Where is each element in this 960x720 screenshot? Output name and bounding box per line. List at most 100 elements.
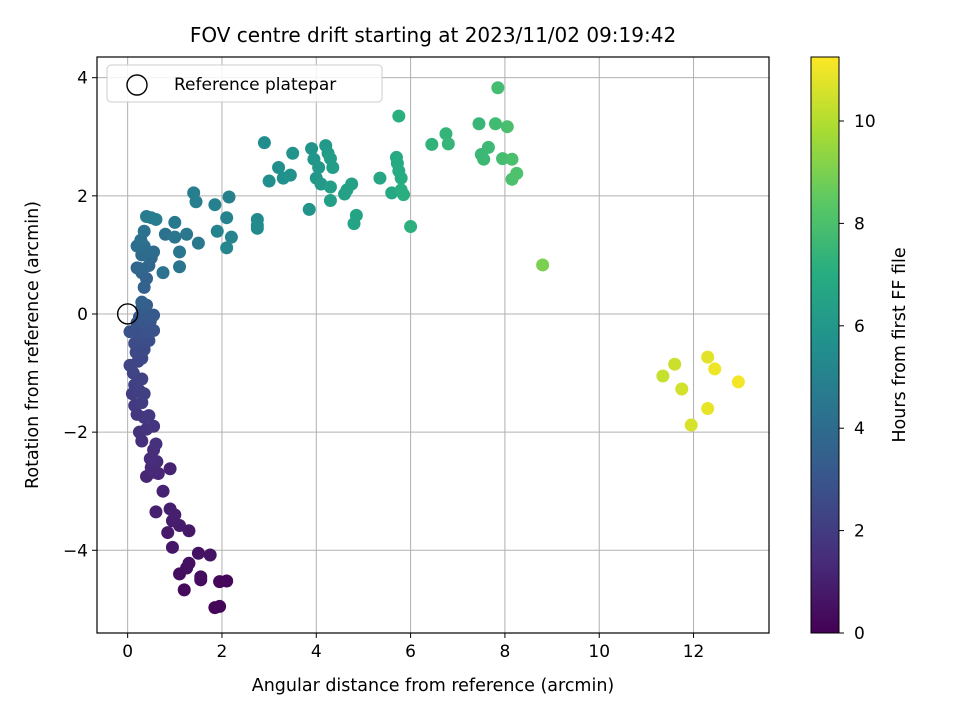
data-point <box>208 198 222 212</box>
data-point <box>439 127 453 141</box>
data-point <box>505 152 519 166</box>
data-point <box>142 409 156 423</box>
data-point <box>488 117 502 131</box>
data-point <box>173 260 187 274</box>
data-point <box>250 221 264 235</box>
data-points <box>123 81 745 615</box>
colorbar-tick-label: 10 <box>854 112 876 132</box>
x-tick-label: 0 <box>122 642 133 662</box>
data-point <box>149 505 163 519</box>
data-point <box>147 419 161 433</box>
data-point <box>286 146 300 160</box>
data-point <box>262 174 276 188</box>
data-point <box>708 362 722 376</box>
data-point <box>222 190 236 204</box>
colorbar-tick-label: 2 <box>854 522 865 542</box>
data-point <box>173 245 187 259</box>
x-axis-ticks: 0 2 4 6 8 10 12 <box>122 633 704 662</box>
data-point <box>161 526 175 540</box>
data-point <box>345 177 359 191</box>
y-axis-label: Rotation from reference (arcmin) <box>23 201 43 489</box>
y-tick-label: 2 <box>77 187 88 207</box>
legend-box <box>106 64 383 103</box>
data-point <box>477 152 491 166</box>
data-point <box>177 583 191 597</box>
legend-reference-marker <box>126 74 148 96</box>
colorbar-tick-label: 0 <box>854 624 865 644</box>
data-point <box>668 357 682 371</box>
x-tick-label: 12 <box>683 642 705 662</box>
colorbar-ticks: 0 2 4 6 8 10 <box>839 112 876 644</box>
data-point <box>163 462 177 476</box>
data-point <box>191 236 205 250</box>
data-point <box>165 540 179 554</box>
data-point <box>149 212 163 226</box>
data-point <box>224 230 238 244</box>
data-point <box>147 245 161 259</box>
data-point <box>441 137 455 151</box>
colorbar-tick-label: 8 <box>854 214 865 234</box>
data-point <box>156 266 170 280</box>
data-point <box>272 160 286 174</box>
data-point <box>397 188 411 202</box>
data-point <box>123 325 137 339</box>
x-axis-label: Angular distance from reference (arcmin) <box>252 676 615 696</box>
data-point <box>392 109 406 123</box>
legend-label-reference: Reference platepar <box>174 75 336 95</box>
data-point <box>491 81 505 95</box>
data-point <box>137 224 151 238</box>
data-point <box>373 171 387 185</box>
data-point <box>312 160 326 174</box>
data-point <box>180 227 194 241</box>
y-axis-ticks: −4 −2 0 2 4 <box>63 69 97 561</box>
y-tick-label: −2 <box>63 423 88 443</box>
x-tick-label: 6 <box>405 642 416 662</box>
data-point <box>283 168 297 182</box>
y-tick-label: 4 <box>77 69 88 89</box>
chart-title: FOV centre drift starting at 2023/11/02 … <box>190 23 676 47</box>
colorbar <box>810 56 840 634</box>
data-point <box>168 230 182 244</box>
data-point <box>394 171 408 185</box>
data-point <box>156 484 170 498</box>
data-point <box>220 574 234 588</box>
data-point <box>349 208 363 222</box>
data-point <box>220 211 234 225</box>
legend: Reference platepar <box>106 64 383 103</box>
data-point <box>305 142 319 156</box>
data-point <box>323 194 337 208</box>
y-tick-label: −4 <box>63 541 88 561</box>
data-point <box>510 166 524 180</box>
data-point <box>220 241 234 255</box>
data-point <box>194 570 208 584</box>
data-point <box>472 117 486 131</box>
data-point <box>701 402 715 416</box>
data-point <box>210 224 224 238</box>
data-point <box>149 437 163 451</box>
data-point <box>500 120 514 134</box>
data-point <box>731 375 745 389</box>
data-point <box>496 152 510 166</box>
x-tick-label: 10 <box>588 642 610 662</box>
data-point <box>137 387 151 401</box>
x-tick-label: 4 <box>311 642 322 662</box>
data-point <box>302 202 316 216</box>
reference-marker-layer <box>116 303 139 325</box>
data-point <box>182 524 196 538</box>
data-point <box>684 418 698 432</box>
reference-marker <box>116 303 139 325</box>
x-tick-label: 2 <box>217 642 228 662</box>
data-point <box>213 599 227 613</box>
data-point <box>257 136 271 150</box>
data-point <box>182 556 196 570</box>
data-point <box>168 215 182 229</box>
data-point <box>656 369 670 383</box>
data-point <box>675 382 689 396</box>
data-point <box>425 137 439 151</box>
data-point <box>189 195 203 209</box>
data-point <box>168 508 182 522</box>
data-point <box>481 140 495 154</box>
data-point <box>147 308 161 322</box>
data-point <box>191 546 205 560</box>
colorbar-label: Hours from first FF file <box>890 247 910 442</box>
